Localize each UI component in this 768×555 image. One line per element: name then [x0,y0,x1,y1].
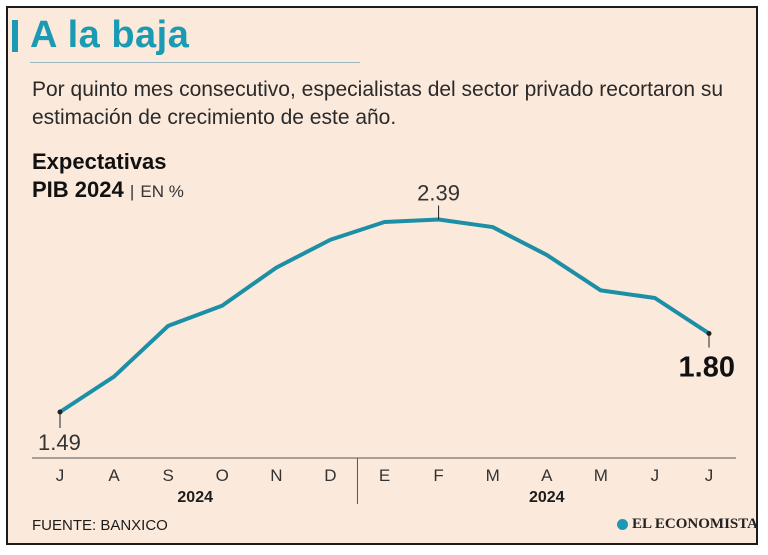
source-note: FUENTE: BANXICO [32,517,168,534]
x-tick-label: A [541,466,553,485]
chart-unit-label: EN % [140,182,184,201]
year-label: 2024 [177,489,213,506]
chart-card [6,6,758,545]
x-tick-label: E [379,466,390,485]
chart-heading-line2: PIB 2024 [32,177,124,202]
x-tick-label: M [594,466,608,485]
brand-logo: EL ECONOMISTA [617,516,758,533]
x-tick-label: J [705,466,714,485]
subtitle: Por quinto mes consecutivo, especialista… [32,78,724,129]
x-tick-label: N [270,466,282,485]
brand-name: EL ECONOMISTA [632,516,758,532]
chart-heading: Expectativas PIB 2024 | EN % [32,148,184,206]
x-tick-label: A [108,466,120,485]
x-tick-label: S [162,466,173,485]
x-tick-label: J [651,466,660,485]
annotation-marker [57,409,63,415]
x-tick-label: D [324,466,336,485]
page-title: A la baja [30,14,190,56]
title-accent-bar [12,20,18,52]
x-tick-label: F [433,466,443,485]
chart-heading-line1: Expectativas [32,149,167,174]
year-label: 2024 [529,489,565,506]
x-tick-label: O [216,466,229,485]
series-line [58,217,711,414]
brand-icon [617,519,628,530]
data-label-peak: 2.39 [417,180,460,205]
data-label-start: 1.49 [38,430,81,455]
x-tick-label: J [56,466,65,485]
chart-heading-line2-row: PIB 2024 | EN % [32,176,184,206]
chart-heading-separator: | [129,182,135,201]
title-divider [30,62,360,63]
x-tick-label: M [486,466,500,485]
data-label-end: 1.80 [679,351,735,383]
